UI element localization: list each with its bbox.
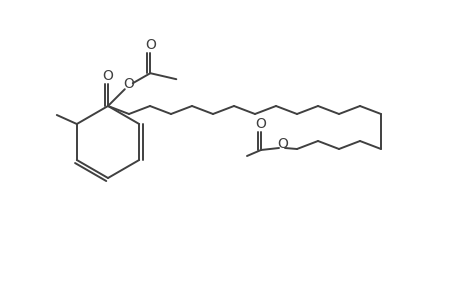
Text: O: O <box>102 69 113 83</box>
Text: O: O <box>277 137 288 151</box>
Text: O: O <box>145 38 156 52</box>
Text: O: O <box>123 77 134 91</box>
Text: O: O <box>255 117 266 131</box>
